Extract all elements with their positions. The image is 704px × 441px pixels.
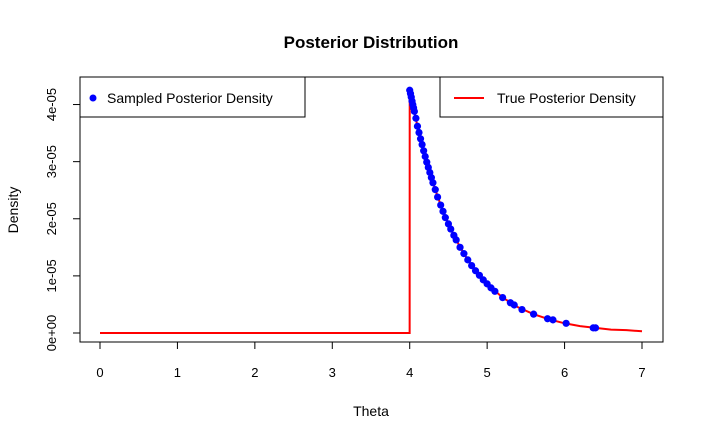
sampled-point <box>562 319 570 327</box>
legend-sampled-marker <box>89 94 97 102</box>
sampled-point <box>447 225 455 233</box>
sampled-point <box>491 287 499 295</box>
x-tick-label: 4 <box>406 365 413 380</box>
sampled-point <box>412 114 420 122</box>
y-tick-label: 3e-05 <box>44 145 59 178</box>
sampled-point <box>456 243 464 251</box>
x-tick-label: 7 <box>638 365 645 380</box>
sampled-point <box>415 128 423 137</box>
true-posterior-line <box>100 90 643 334</box>
x-axis-title: Theta <box>353 403 389 419</box>
x-tick-label: 3 <box>329 365 336 380</box>
sampled-point <box>468 262 476 270</box>
legend-sampled-label: Sampled Posterior Density <box>107 90 273 106</box>
legend-true-label: True Posterior Density <box>497 90 636 106</box>
sampled-point <box>420 147 428 155</box>
sampled-point <box>460 250 468 258</box>
sampled-point <box>452 236 460 244</box>
sampled-point <box>413 122 422 130</box>
sampled-point <box>421 152 429 161</box>
y-tick-label: 0e+00 <box>44 315 59 352</box>
sampled-point <box>431 186 439 194</box>
sampled-point <box>429 179 437 187</box>
legend-sampled: Sampled Posterior Density <box>79 76 306 118</box>
x-axis: 0 1 2 3 4 5 6 7 <box>96 341 646 380</box>
chart-title: Posterior Distribution <box>284 33 459 52</box>
x-tick-label: 5 <box>484 365 491 380</box>
sampled-point <box>416 135 425 143</box>
sampled-point <box>549 316 557 324</box>
sampled-point <box>518 305 526 314</box>
y-tick-label: 1e-05 <box>44 259 59 292</box>
x-tick-label: 6 <box>561 365 568 380</box>
x-tick-label: 0 <box>96 365 103 380</box>
sampled-point <box>441 214 449 222</box>
sampled-point <box>437 201 445 209</box>
sampled-point <box>464 256 472 264</box>
sampled-point <box>410 107 418 115</box>
legend-true: True Posterior Density <box>439 76 664 118</box>
y-tick-label: 4e-05 <box>44 88 59 121</box>
x-tick-label: 1 <box>174 365 181 380</box>
sampled-point <box>510 301 518 309</box>
sampled-point <box>439 207 447 215</box>
series-layer <box>100 86 643 334</box>
sampled-point <box>433 193 442 201</box>
sampled-point <box>591 324 600 332</box>
sampled-point <box>543 315 552 323</box>
y-axis-title: Density <box>5 187 21 234</box>
sampled-point <box>499 293 507 302</box>
x-tick-label: 2 <box>251 365 258 380</box>
legend-sampled-box <box>79 76 306 118</box>
y-tick-label: 2e-05 <box>44 202 59 235</box>
sampled-point <box>418 140 426 149</box>
y-axis: 0e+00 1e-05 2e-05 3e-05 4e-05 <box>44 88 81 352</box>
sampled-point <box>530 310 538 318</box>
